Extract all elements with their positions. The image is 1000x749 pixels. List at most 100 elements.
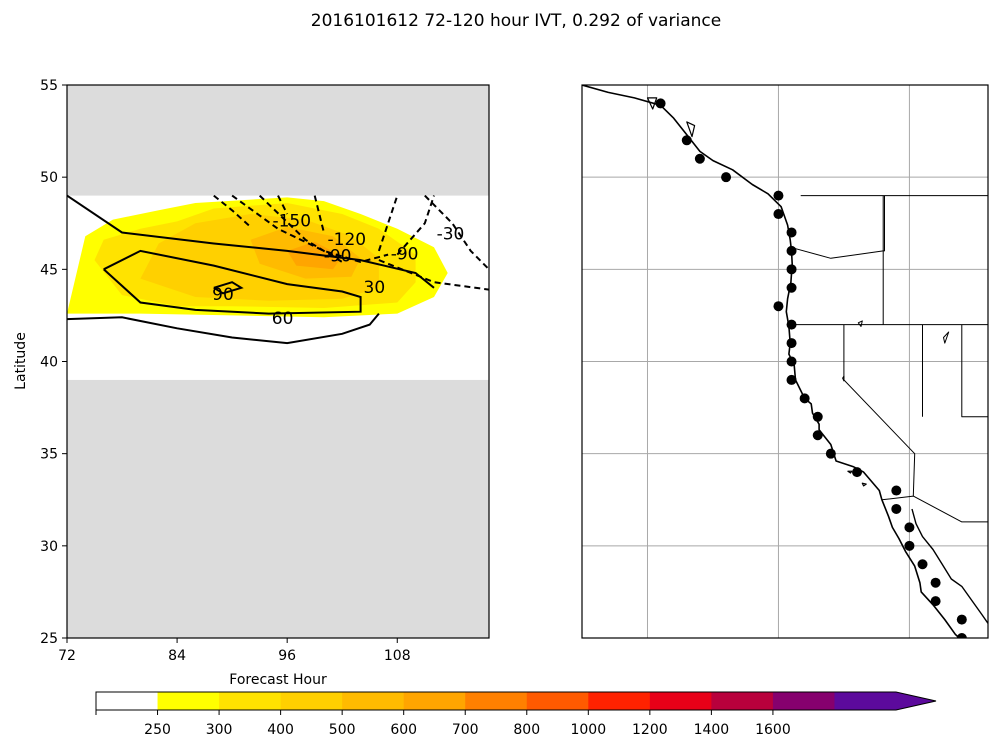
contour-line-7 bbox=[396, 195, 435, 256]
map-point-marker bbox=[917, 559, 928, 570]
contour-line-2 bbox=[103, 249, 362, 315]
y-tick-label: 30 bbox=[40, 539, 58, 555]
map-point-marker bbox=[799, 393, 810, 404]
political-border bbox=[881, 495, 988, 523]
island-outline bbox=[861, 482, 867, 487]
map-point-marker bbox=[786, 264, 797, 275]
colorbar-segment bbox=[219, 692, 282, 710]
map-point-marker bbox=[721, 172, 732, 183]
colorbar-segment bbox=[157, 692, 220, 710]
y-axis-label: Latitude bbox=[13, 332, 29, 390]
masked-bands bbox=[67, 85, 489, 638]
contour-line-6 bbox=[231, 194, 389, 264]
contour-line-4 bbox=[424, 194, 489, 271]
colorbar-tick-label: 1400 bbox=[694, 722, 730, 738]
y-tick-label: 45 bbox=[40, 262, 58, 278]
colorbar-segment bbox=[711, 692, 774, 710]
map-point-marker bbox=[655, 98, 666, 109]
map-point-marker bbox=[930, 577, 941, 588]
colorbar-tick-label: 1200 bbox=[632, 722, 668, 738]
lake-outline bbox=[857, 320, 863, 327]
map-point-marker bbox=[786, 356, 797, 367]
colorbar-segment bbox=[526, 692, 589, 710]
contour-line-8 bbox=[259, 194, 343, 263]
figure-title: 2016101612 72-120 hour IVT, 0.292 of var… bbox=[311, 11, 721, 31]
island-outline bbox=[686, 121, 696, 138]
colorbar-segment bbox=[96, 692, 159, 710]
map-point-marker bbox=[694, 153, 705, 164]
colorbar-segment bbox=[649, 692, 712, 710]
map-point-marker bbox=[904, 540, 915, 551]
colorbar-extend-arrow bbox=[834, 692, 936, 710]
colorbar: 250 300 400 500 600 700 800 1000 1200 1400 1600 bbox=[95, 691, 937, 738]
gulf-coastline bbox=[911, 508, 988, 624]
y-tick-label: 25 bbox=[40, 631, 58, 647]
contour-line-0 bbox=[67, 194, 435, 289]
colorbar-segment bbox=[465, 692, 528, 710]
filled-region-600 bbox=[287, 241, 343, 270]
contour-label-4: -30 bbox=[437, 224, 465, 244]
contour-label-3: -90 bbox=[391, 245, 419, 265]
x-axis-label: Forecast Hour bbox=[229, 672, 327, 688]
contour-label-5: 30 bbox=[364, 278, 386, 298]
map-gridlines bbox=[582, 85, 988, 638]
map-point-marker bbox=[773, 190, 784, 201]
masked-band-1 bbox=[67, 379, 489, 638]
map-point-marker bbox=[786, 319, 797, 330]
x-tick-label: 108 bbox=[384, 648, 411, 664]
contour-line-11 bbox=[277, 195, 289, 215]
island-outline bbox=[847, 470, 853, 474]
lake-outline bbox=[842, 375, 845, 382]
map-point-marker bbox=[786, 282, 797, 293]
colorbar-segment bbox=[588, 692, 651, 710]
contour-line-3 bbox=[213, 281, 244, 295]
map-point-marker bbox=[786, 227, 797, 238]
map-point-marker bbox=[812, 411, 823, 422]
colorbar-tick-label: 700 bbox=[452, 722, 479, 738]
map-point-marker bbox=[930, 596, 941, 607]
masked-band-0 bbox=[67, 85, 489, 196]
colorbar-segment bbox=[342, 692, 405, 710]
colorbar-tick-label: 1600 bbox=[755, 722, 791, 738]
contour-label-6: 60 bbox=[272, 309, 294, 329]
map-point-marker bbox=[681, 135, 692, 146]
colorbar-frame bbox=[95, 691, 937, 711]
lake-outline bbox=[943, 331, 950, 344]
contour-label-2: -90 bbox=[324, 246, 352, 266]
map-point-marker bbox=[852, 467, 863, 478]
map-point-markers bbox=[655, 98, 967, 638]
colorbar-segment bbox=[772, 692, 835, 710]
map-point-marker bbox=[786, 245, 797, 256]
map-point-marker bbox=[956, 614, 967, 625]
y-tick-label: 50 bbox=[40, 170, 58, 186]
contour-line-12 bbox=[313, 195, 325, 233]
colorbar-segment bbox=[403, 692, 466, 710]
island-outline bbox=[646, 97, 658, 110]
map-point-marker bbox=[773, 301, 784, 312]
colorbar-tick-label: 300 bbox=[206, 722, 233, 738]
map-point-marker bbox=[773, 209, 784, 220]
colorbar-tick-label: 500 bbox=[329, 722, 356, 738]
contour-label-1: -120 bbox=[328, 230, 367, 250]
colorbar-tick-label: 250 bbox=[144, 722, 171, 738]
x-tick-label: 84 bbox=[168, 648, 186, 664]
map-point-marker bbox=[786, 338, 797, 349]
colorbar-tick-label: 600 bbox=[390, 722, 417, 738]
contour-line-10 bbox=[213, 194, 252, 228]
political-border bbox=[961, 324, 988, 418]
map-point-marker bbox=[956, 633, 967, 638]
contour-line-1 bbox=[67, 312, 380, 345]
map-point-marker bbox=[786, 374, 797, 385]
west-coast-map bbox=[581, 84, 989, 639]
x-tick-label: 72 bbox=[58, 648, 76, 664]
y-tick-label: 40 bbox=[40, 355, 58, 371]
contour-lines bbox=[67, 194, 489, 345]
x-tick-label: 96 bbox=[278, 648, 296, 664]
political-border bbox=[843, 324, 916, 497]
filled-contours bbox=[67, 197, 448, 318]
y-axis-ticks: 25 30 35 40 45 50 55 bbox=[40, 78, 67, 647]
map-point-marker bbox=[825, 448, 836, 459]
